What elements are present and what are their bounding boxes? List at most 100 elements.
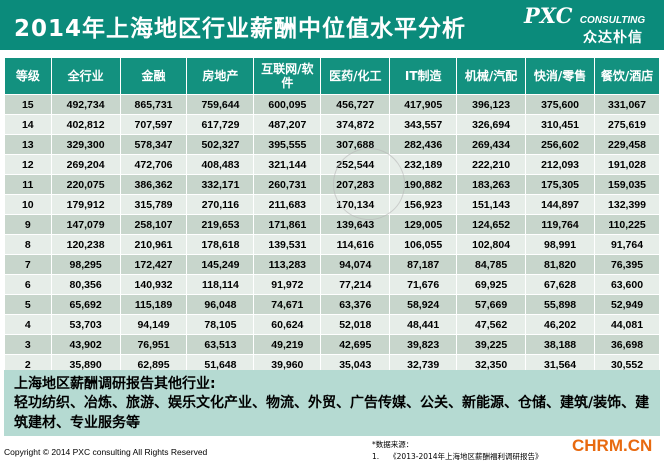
salary-cell: 65,692 [50, 294, 121, 315]
salary-cell: 487,207 [253, 114, 322, 135]
salary-cell: 172,427 [119, 254, 188, 275]
grade-cell: 9 [4, 214, 52, 235]
other-industries-box: 上海地区薪酬调研报告其他行业: 轻功纺织、冶炼、旅游、娱乐文化产业、物流、外贸、… [4, 370, 660, 436]
salary-cell: 78,105 [186, 314, 255, 335]
salary-table: 等级 全行业 金融 房地产 互联网/软件 医药/化工 IT制造 机械/汽配 快消… [4, 57, 660, 395]
salary-cell: 269,434 [456, 134, 527, 155]
salary-cell: 91,972 [253, 274, 322, 295]
salary-cell: 260,731 [253, 174, 322, 195]
salary-cell: 98,991 [525, 234, 596, 255]
header-machinery-auto: 机械/汽配 [456, 57, 527, 95]
salary-cell: 124,652 [456, 214, 527, 235]
salary-cell: 36,698 [594, 334, 660, 355]
copyright-notice: Copyright © 2014 PXC consulting All Righ… [4, 447, 208, 457]
salary-cell: 76,395 [594, 254, 660, 275]
header-all-industries: 全行业 [50, 57, 121, 95]
salary-cell: 39,225 [456, 334, 527, 355]
logo-text: PXC [524, 3, 573, 28]
salary-cell: 472,706 [119, 154, 188, 175]
salary-cell: 87,187 [389, 254, 458, 275]
salary-cell: 43,902 [50, 334, 121, 355]
salary-cell: 258,107 [119, 214, 188, 235]
salary-cell: 118,114 [186, 274, 255, 295]
salary-cell: 60,624 [253, 314, 322, 335]
salary-cell: 207,283 [320, 174, 391, 195]
header-pharma-chemical: 医药/化工 [320, 57, 391, 95]
header-internet-software: 互联网/软件 [253, 57, 322, 95]
salary-cell: 315,789 [119, 194, 188, 215]
grade-cell: 11 [4, 174, 52, 195]
salary-cell: 395,555 [253, 134, 322, 155]
salary-cell: 600,095 [253, 94, 322, 115]
salary-cell: 456,727 [320, 94, 391, 115]
salary-cell: 374,872 [320, 114, 391, 135]
salary-cell: 63,600 [594, 274, 660, 295]
salary-cell: 256,602 [525, 134, 596, 155]
salary-cell: 57,669 [456, 294, 527, 315]
grade-cell: 8 [4, 234, 52, 255]
logo-chinese-name: 众达朴信 [583, 30, 643, 46]
salary-cell: 492,734 [50, 94, 121, 115]
table-row: 8 120,238 210,961 178,618 139,531 114,616 106,… [4, 234, 660, 255]
salary-cell: 865,731 [119, 94, 188, 115]
salary-cell: 140,932 [119, 274, 188, 295]
salary-cell: 282,436 [389, 134, 458, 155]
salary-cell: 310,451 [525, 114, 596, 135]
salary-cell: 183,263 [456, 174, 527, 195]
salary-cell: 375,600 [525, 94, 596, 115]
salary-cell: 147,079 [50, 214, 121, 235]
salary-cell: 759,644 [186, 94, 255, 115]
table-row: 12 269,204 472,706 408,483 321,144 252,544 232… [4, 154, 660, 175]
table-row: 2 35,890 62,895 51,648 39,960 35,043 32,739 32,… [4, 354, 660, 375]
salary-cell: 32,350 [456, 354, 527, 375]
grade-cell: 10 [4, 194, 52, 215]
salary-cell: 275,619 [594, 114, 660, 135]
table-row: 6 80,356 140,932 118,114 91,972 77,214 71,676 6… [4, 274, 660, 295]
salary-cell: 417,905 [389, 94, 458, 115]
salary-cell: 48,441 [389, 314, 458, 335]
table-row: 15 492,734 865,731 759,644 600,095 456,727 417… [4, 94, 660, 115]
salary-cell: 159,035 [594, 174, 660, 195]
salary-cell: 144,897 [525, 194, 596, 215]
salary-cell: 106,055 [389, 234, 458, 255]
salary-cell: 91,764 [594, 234, 660, 255]
chrm-site-watermark: CHRM.CN [572, 436, 653, 455]
other-industries-list: 轻功纺织、冶炼、旅游、娱乐文化产业、物流、外贸、广告传媒、公关、新能源、仓储、建… [14, 395, 650, 431]
header-finance: 金融 [119, 57, 188, 95]
salary-cell: 179,912 [50, 194, 121, 215]
grade-cell: 3 [4, 334, 52, 355]
salary-cell: 396,123 [456, 94, 527, 115]
salary-cell: 402,812 [50, 114, 121, 135]
salary-cell: 102,804 [456, 234, 527, 255]
page-title: 2014年上海地区行业薪酬中位值水平分析 [14, 16, 467, 42]
salary-cell: 62,895 [119, 354, 188, 375]
salary-cell: 51,648 [186, 354, 255, 375]
salary-cell: 76,951 [119, 334, 188, 355]
salary-cell: 49,219 [253, 334, 322, 355]
header-fmcg-retail: 快消/零售 [525, 57, 596, 95]
salary-cell: 210,961 [119, 234, 188, 255]
salary-cell: 129,005 [389, 214, 458, 235]
salary-cell: 386,362 [119, 174, 188, 195]
salary-cell: 145,249 [186, 254, 255, 275]
salary-cell: 151,143 [456, 194, 527, 215]
salary-cell: 52,018 [320, 314, 391, 335]
salary-cell: 171,861 [253, 214, 322, 235]
salary-cell: 35,890 [50, 354, 121, 375]
salary-cell: 98,295 [50, 254, 121, 275]
title-banner: 2014年上海地区行业薪酬中位值水平分析 PXC CONSULTING 众达朴信 [0, 0, 664, 50]
salary-cell: 329,300 [50, 134, 121, 155]
salary-cell: 408,483 [186, 154, 255, 175]
table-header-row: 等级 全行业 金融 房地产 互联网/软件 医药/化工 IT制造 机械/汽配 快消… [4, 57, 660, 95]
salary-cell: 707,597 [119, 114, 188, 135]
salary-cell: 94,074 [320, 254, 391, 275]
salary-cell: 191,028 [594, 154, 660, 175]
salary-cell: 63,513 [186, 334, 255, 355]
salary-cell: 113,283 [253, 254, 322, 275]
other-industries-title: 上海地区薪酬调研报告其他行业: [14, 376, 216, 392]
logo-subtext: CONSULTING [579, 15, 646, 26]
salary-cell: 343,557 [389, 114, 458, 135]
grade-cell: 2 [4, 354, 52, 375]
salary-cell: 114,616 [320, 234, 391, 255]
salary-cell: 232,189 [389, 154, 458, 175]
